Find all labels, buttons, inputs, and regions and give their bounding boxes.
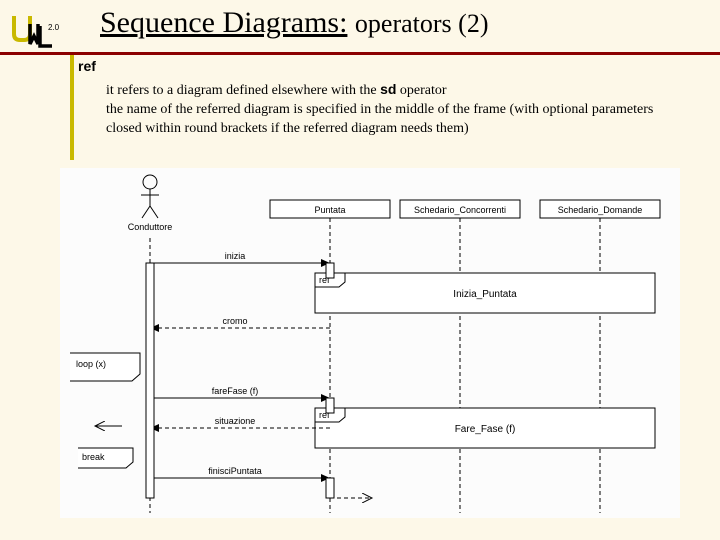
svg-text:fareFase (f): fareFase (f) xyxy=(212,386,259,396)
body-line1a: it refers to a diagram defined elsewhere… xyxy=(106,83,380,98)
body-line1b: operator xyxy=(396,83,446,98)
sequence-diagram: Conduttore Puntata Schedario_Concorrenti Sc… xyxy=(60,168,680,518)
svg-text:loop (x): loop (x) xyxy=(76,359,106,369)
title-sub: operators (2) xyxy=(355,9,489,38)
section-label: ref xyxy=(78,58,96,74)
title-main: Sequence Diagrams: xyxy=(100,6,347,39)
svg-text:Inizia_Puntata: Inizia_Puntata xyxy=(453,289,517,300)
body-text: it refers to a diagram defined elsewhere… xyxy=(106,80,686,139)
svg-text:Schedario_Domande: Schedario_Domande xyxy=(558,205,643,215)
svg-text:Schedario_Concorrenti: Schedario_Concorrenti xyxy=(414,205,506,215)
svg-text:cromo: cromo xyxy=(222,316,247,326)
slide-root: 2.0 Sequence Diagrams: operators (2) ref… xyxy=(0,0,720,540)
section-vbar xyxy=(70,55,74,160)
slide-title: Sequence Diagrams: operators (2) xyxy=(100,6,488,40)
body-line2: the name of the referred diagram is spec… xyxy=(106,102,653,136)
logo-version: 2.0 xyxy=(48,23,60,32)
svg-text:Conduttore: Conduttore xyxy=(128,222,173,232)
uml-logo: 2.0 xyxy=(12,12,60,52)
svg-text:finisciPuntata: finisciPuntata xyxy=(208,466,262,476)
title-rule xyxy=(0,52,720,55)
svg-text:situazione: situazione xyxy=(215,416,256,426)
svg-text:Puntata: Puntata xyxy=(314,205,345,215)
svg-text:Fare_Fase (f): Fare_Fase (f) xyxy=(455,424,516,435)
svg-text:inizia: inizia xyxy=(225,251,246,261)
svg-text:break: break xyxy=(82,452,105,462)
body-sd: sd xyxy=(380,81,396,97)
